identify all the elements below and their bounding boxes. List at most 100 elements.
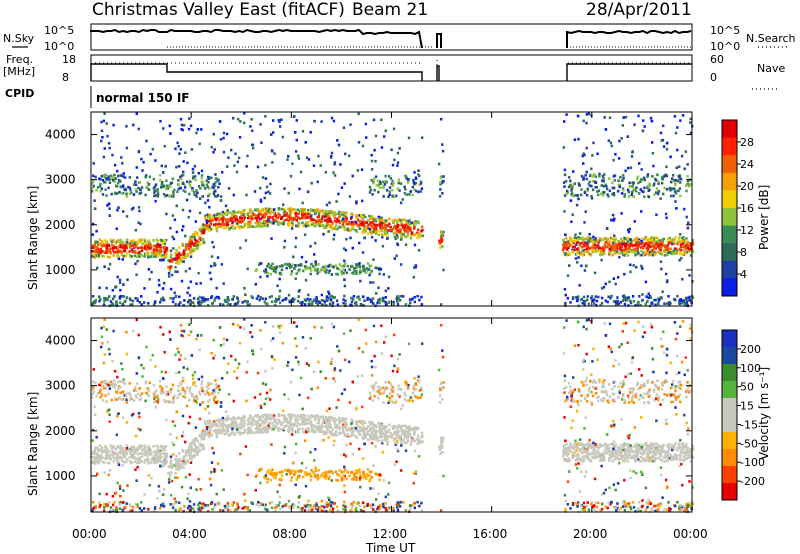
velocity-cell [379,392,382,396]
power-cell [608,251,611,254]
power-cell [413,188,416,192]
power-cell [208,271,212,275]
power-cell [606,245,609,249]
power-cell [637,245,641,248]
power-cell [357,225,360,228]
power-cell [356,218,360,222]
power-cell [245,165,248,168]
power-cell [420,303,424,306]
power-cell [599,303,602,307]
power-cell [192,244,196,247]
power-cell [659,197,662,200]
velocity-cell [195,401,198,404]
power-cell [156,194,159,198]
velocity-cell [652,444,656,448]
power-cell [417,190,420,194]
power-cell [586,237,589,240]
power-cell [628,185,632,188]
power-cell [206,304,210,307]
power-cell [227,211,230,214]
colorbar-swatch [722,225,737,244]
power-cell [678,177,681,181]
power-cell [171,300,175,304]
power-cell [570,220,573,224]
cpid-row: CPID normal 150 IF [5,86,190,108]
power-cell [121,302,124,306]
power-cell [616,296,619,299]
power-cell [195,189,198,192]
power-cell [199,187,202,190]
power-cell [294,277,297,281]
power-cell [671,242,674,246]
power-cell [107,141,111,145]
power-cell [282,214,286,217]
power-cell [579,252,583,256]
velocity-cell [222,342,225,346]
power-cell [632,264,635,267]
power-cell [103,174,106,177]
power-cell [380,233,384,236]
velocity-cell [158,380,162,383]
power-cell [209,223,212,227]
power-cell [400,233,403,237]
power-cell [602,248,606,251]
power-cell [118,297,122,300]
power-cell [661,177,664,181]
power-cell [362,268,365,271]
power-cell [201,181,205,184]
power-cell [182,225,185,228]
power-cell [399,201,403,205]
power-cell [597,241,600,244]
power-cell [212,186,215,190]
power-cell [174,265,177,269]
velocity-cell [371,399,374,402]
power-cell [208,205,211,209]
velocity-cell [175,371,178,375]
power-cell [633,123,636,126]
power-cell [674,200,677,203]
velocity-cell [186,367,189,371]
power-cell [239,120,242,123]
power-cell [381,180,385,184]
power-cell [303,210,306,214]
velocity-cell [596,396,599,399]
velocity-cell [581,360,584,364]
power-cell [655,213,658,217]
power-cell [603,173,606,176]
power-cell [308,216,311,219]
power-cell [671,239,674,243]
power-cell [602,238,605,241]
velocity-cell [647,450,650,453]
velocity-cell [132,329,135,333]
power-cell [216,217,219,220]
power-cell [217,185,220,189]
power-cell [236,117,240,121]
power-cell [241,220,244,223]
power-cell [688,184,691,188]
power-cell [374,175,378,178]
power-cell [225,132,229,136]
power-cell [295,272,298,275]
power-cell [288,264,291,267]
power-cell [100,187,104,191]
power-cell [211,302,214,305]
velocity-cell [283,393,286,396]
power-cell [370,159,374,163]
velocity-cell [303,439,307,442]
power-cell [574,253,578,256]
power-cell [666,239,670,242]
power-cell [174,251,177,255]
power-cell [140,238,143,242]
power-cell [139,253,143,257]
power-cell [199,236,202,239]
power-cell [111,297,115,301]
velocity-cell [328,475,331,479]
power-cell [650,241,653,244]
power-cell [206,175,210,179]
power-cell [379,216,382,219]
power-cell [264,268,268,271]
velocity-cell [655,393,659,396]
power-cell [106,134,109,138]
velocity-cell [340,392,344,395]
velocity-cell [678,371,681,374]
